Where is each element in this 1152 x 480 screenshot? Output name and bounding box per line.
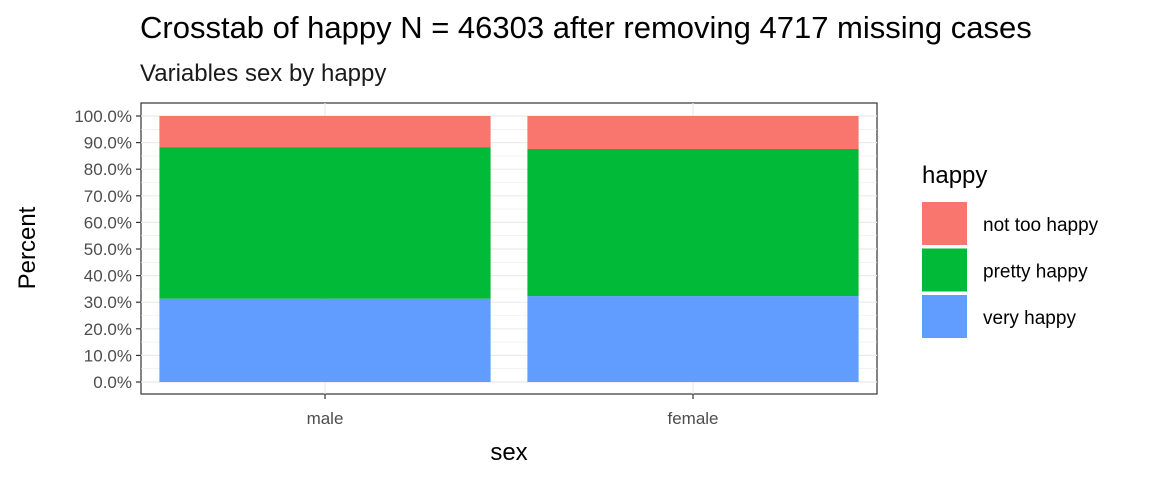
y-tick-label: 50.0% bbox=[84, 240, 132, 259]
y-axis: 0.0% 10.0% 20.0% 30.0% 40.0% 50.0% 60.0% 70.0% 8… bbox=[74, 107, 141, 392]
y-tick-label: 20.0% bbox=[84, 320, 132, 339]
legend-key-pretty-happy bbox=[922, 248, 967, 292]
y-tick-label: 80.0% bbox=[84, 160, 132, 179]
legend-label-pretty-happy: pretty happy bbox=[983, 262, 1088, 283]
legend-label-not-too-happy: not too happy bbox=[983, 215, 1099, 236]
y-tick-label: 10.0% bbox=[84, 346, 132, 365]
legend-key-not-too-happy bbox=[922, 202, 967, 245]
chart-title: Crosstab of happy N = 46303 after removi… bbox=[140, 10, 1032, 45]
bar-not-too-happy-female bbox=[527, 116, 859, 149]
bar-not-too-happy-male bbox=[159, 116, 491, 148]
x-tick-label: male bbox=[307, 409, 344, 428]
y-tick-label: 70.0% bbox=[84, 187, 132, 206]
y-tick-label: 40.0% bbox=[84, 267, 132, 286]
y-tick-label: 60.0% bbox=[84, 213, 132, 232]
bar-very-happy-male bbox=[159, 298, 491, 382]
bar-pretty-happy-male bbox=[159, 147, 491, 299]
y-tick-label: 100.0% bbox=[74, 107, 132, 126]
bar-pretty-happy-female bbox=[527, 148, 859, 297]
x-axis-title: sex bbox=[490, 439, 527, 466]
chart-subtitle: Variables sex by happy bbox=[140, 60, 387, 87]
y-tick-label: 90.0% bbox=[84, 134, 132, 153]
bar-very-happy-female bbox=[527, 296, 859, 382]
bars-group bbox=[159, 116, 859, 382]
y-axis-title: Percent bbox=[14, 206, 41, 289]
x-axis: male female bbox=[307, 394, 719, 428]
legend-title: happy bbox=[922, 162, 987, 189]
legend-key-very-happy bbox=[922, 295, 967, 338]
legend: happy not too happy pretty happy very happ… bbox=[922, 162, 1099, 338]
legend-label-very-happy: very happy bbox=[983, 308, 1076, 329]
y-tick-label: 0.0% bbox=[93, 373, 132, 392]
x-tick-label: female bbox=[667, 409, 718, 428]
y-tick-label: 30.0% bbox=[84, 293, 132, 312]
